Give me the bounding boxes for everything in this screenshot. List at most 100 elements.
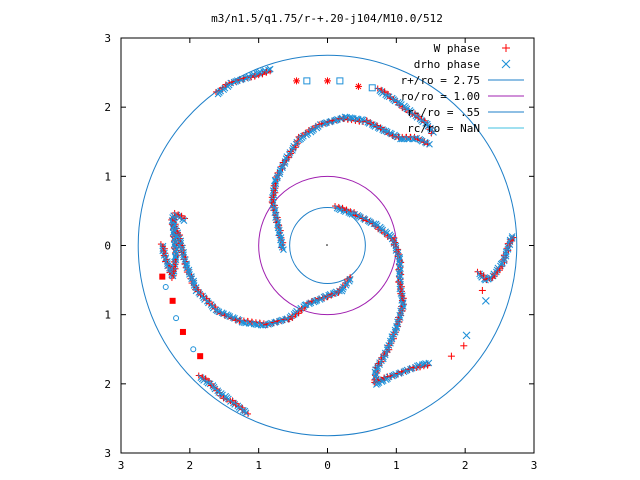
legend-label: W phase — [434, 42, 480, 55]
drho-phase-point — [243, 74, 251, 81]
drho-phase-point — [180, 217, 188, 224]
circle-marker — [173, 315, 180, 322]
legend-swatch-w-phase — [502, 44, 510, 52]
drho-phase-point — [248, 71, 256, 79]
spiral-arms — [157, 65, 517, 417]
w-phase-point — [499, 263, 506, 270]
drho-phase-point — [281, 160, 289, 167]
w-phase-point — [424, 362, 431, 369]
x-tick-label: 3 — [118, 459, 125, 472]
drho-phase-point — [188, 273, 195, 280]
chart-title: m3/n1.5/q1.75/r-+.20-j104/M10.0/512 — [211, 12, 443, 25]
w-phase-point — [389, 133, 396, 140]
gap-markers — [159, 77, 490, 360]
drho-phase-point — [242, 409, 250, 417]
star-marker — [293, 77, 301, 85]
reference-circle — [137, 54, 518, 437]
w-phase-point — [232, 401, 239, 408]
drho-phase-point — [411, 135, 418, 143]
drho-phase-point — [508, 234, 516, 242]
square-marker — [368, 84, 376, 92]
star-marker — [324, 77, 331, 85]
drho-phase-point — [504, 245, 512, 253]
x-tick-label: 1 — [255, 459, 262, 472]
drho-phase-point — [394, 98, 402, 106]
filled-square-marker — [197, 353, 204, 360]
w-phase-point — [447, 352, 455, 360]
drho-phase-point — [348, 210, 356, 218]
legend-label: rc/ro = NaN — [407, 122, 480, 135]
drho-phase-point — [273, 174, 281, 182]
w-phase-point — [381, 89, 388, 96]
drho-phase-point — [289, 147, 296, 154]
square-marker — [336, 77, 344, 85]
w-phase-point — [399, 297, 406, 304]
y-tick-label: 2 — [104, 101, 111, 114]
y-tick-label: 0 — [104, 240, 111, 253]
drho-phase-point — [255, 69, 263, 77]
circle-marker — [162, 284, 169, 290]
drho-phase-point — [394, 249, 402, 257]
y-tick-label: 1 — [104, 170, 111, 183]
x-tick-label: 3 — [531, 459, 538, 472]
filled-square-marker — [179, 328, 186, 335]
drho-phase-point — [183, 262, 191, 269]
drho-phase-point — [500, 257, 508, 265]
square-marker — [303, 77, 311, 85]
filled-square-marker — [169, 297, 176, 304]
drho-phase-point — [426, 140, 433, 148]
drho-phase-point — [346, 275, 354, 283]
x-tick-label: 1 — [393, 459, 400, 472]
drho-phase-point — [383, 344, 391, 351]
drho-phase-point — [425, 359, 433, 367]
w-phase-point — [415, 114, 422, 121]
drho-phase-point — [259, 322, 267, 329]
x-tick-label: 2 — [462, 459, 469, 472]
circle-marker — [190, 346, 197, 353]
w-phase-point — [245, 410, 252, 417]
w-phase-point — [182, 215, 189, 222]
star-marker — [354, 82, 362, 90]
drho-phase-point — [381, 349, 389, 357]
drho-phase-point — [481, 296, 490, 305]
y-tick-label: 2 — [104, 378, 111, 391]
drho-phase-point — [279, 164, 286, 172]
x-tick-label: 2 — [187, 459, 194, 472]
drho-phase-point — [388, 333, 396, 340]
drho-phase-point — [430, 129, 437, 136]
drho-phase-point — [393, 322, 400, 330]
y-tick-label: 3 — [104, 32, 111, 45]
drho-phase-point — [260, 68, 267, 75]
drho-phase-point — [423, 120, 431, 128]
legend-label: drho phase — [414, 58, 480, 71]
y-tick-label: 3 — [104, 447, 111, 460]
w-phase-point — [428, 130, 435, 137]
w-phase-point — [478, 286, 486, 294]
w-phase-point — [202, 376, 209, 383]
w-phase-point — [221, 312, 228, 319]
reference-circles — [137, 54, 518, 437]
drho-phase-point — [462, 331, 471, 340]
legend-label: r+/ro = 2.75 — [401, 74, 480, 87]
drho-phase-point — [345, 277, 353, 285]
w-phase-point — [377, 376, 384, 383]
x-tick-label: 0 — [324, 459, 331, 472]
drho-phase-point — [390, 237, 398, 245]
y-tick-label: 1 — [104, 309, 111, 322]
drho-phase-point — [397, 265, 404, 273]
w-phase-point — [308, 297, 315, 304]
drho-phase-point — [337, 115, 345, 123]
w-phase-point — [178, 214, 185, 221]
drho-phase-point — [266, 65, 274, 73]
drho-phase-point — [508, 233, 516, 240]
reference-circle — [289, 206, 366, 285]
legend: W phase drho phase r+/ro = 2.75 ro/ro = 1.0… — [401, 42, 524, 135]
legend-swatch-drho-phase — [501, 59, 511, 69]
origin-dot — [326, 244, 328, 246]
w-phase-point — [460, 342, 468, 350]
drho-phase-point — [376, 359, 383, 367]
drho-phase-point — [282, 315, 290, 323]
filled-square-marker — [159, 273, 166, 280]
